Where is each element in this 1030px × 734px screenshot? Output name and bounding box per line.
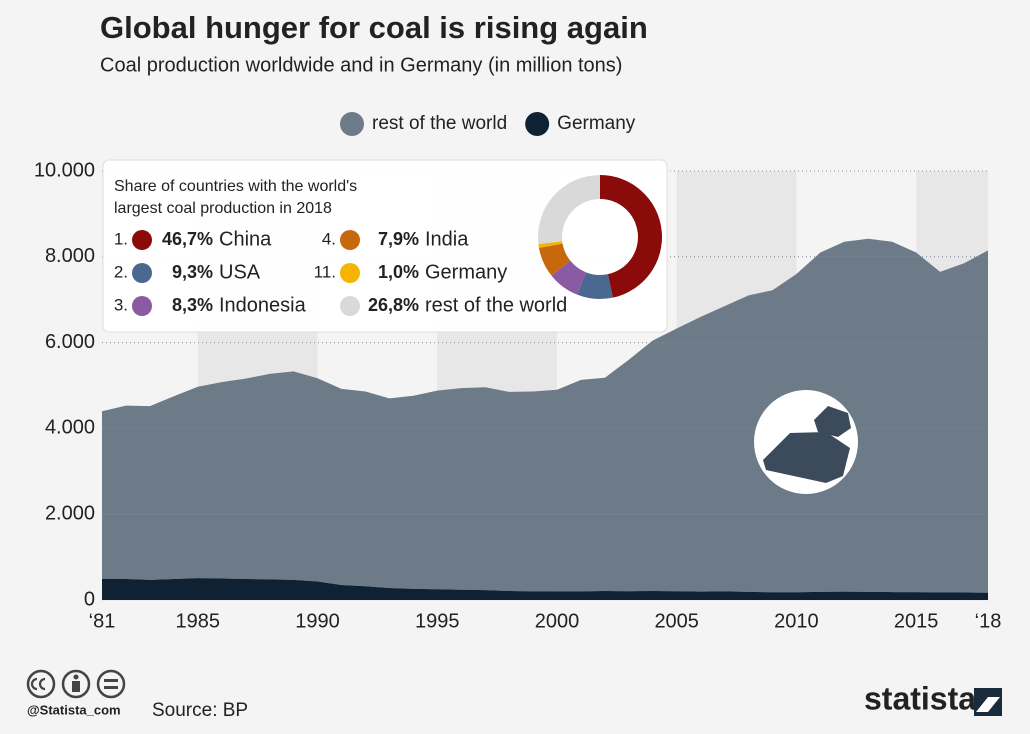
icon [104, 679, 118, 682]
chart-subtitle: Coal production worldwide and in Germany… [100, 54, 622, 76]
plot [102, 170, 988, 601]
rank: 3. [114, 295, 128, 314]
country-label: USA [219, 261, 261, 283]
inset-title: Share of countries with the world's [114, 178, 357, 195]
x-tick-label: 1990 [295, 610, 340, 632]
legend-swatch [340, 230, 360, 250]
brand: statista [864, 680, 976, 716]
x-tick-label: 1985 [176, 610, 221, 632]
icon [61, 669, 91, 699]
legend-swatch [340, 296, 360, 316]
country-label: Germany [425, 261, 507, 283]
x-tick-label: 2015 [894, 610, 939, 632]
legend-swatch [132, 263, 152, 283]
brand-logo [974, 688, 1002, 716]
x-tick-label: 2010 [774, 610, 819, 632]
globe-shape [814, 406, 851, 437]
icon [26, 669, 56, 699]
share-label: 26,8% [368, 295, 419, 315]
rank: 4. [322, 229, 336, 248]
icon [30, 677, 46, 691]
rank: 11. [314, 262, 336, 281]
y-tick-label: 10.000 [34, 159, 95, 181]
share-label: 46,7% [162, 229, 213, 249]
inset-box [102, 159, 668, 333]
inset-title: largest coal production in 2018 [114, 200, 332, 217]
icon [96, 669, 126, 699]
legend-swatch [340, 112, 364, 136]
share-label: 9,3% [172, 262, 213, 282]
chart-title: Global hunger for coal is rising again [100, 10, 648, 45]
country-label: rest of the world [425, 294, 567, 316]
legend: rest of the world Germany [340, 112, 636, 136]
icon [72, 681, 80, 692]
area [102, 238, 988, 593]
icon [104, 686, 118, 689]
country-label: China [219, 228, 272, 250]
logo-stripe [976, 697, 1000, 712]
license-icons [26, 669, 126, 699]
share-label: 1,0% [378, 262, 419, 282]
legend-label: rest of the world [372, 113, 507, 134]
donut-slice [538, 175, 600, 244]
globe-icon [754, 390, 858, 494]
inset: Share of countries with the world's larg… [102, 159, 668, 333]
donut-slice [538, 241, 563, 248]
legend-swatch [525, 112, 550, 136]
legend-label: Germany [557, 113, 636, 134]
donut-slice [600, 174, 662, 298]
x-tick-label: 2005 [654, 610, 699, 632]
y-tick-label: 4.000 [45, 417, 95, 439]
country-label: Indonesia [219, 294, 307, 316]
donut-slice [538, 243, 571, 276]
rank: 1. [114, 229, 128, 248]
share-label: 7,9% [378, 229, 419, 249]
rank: 2. [114, 262, 128, 281]
area [102, 578, 988, 600]
y-tick-label: 6.000 [45, 331, 95, 353]
share-label: 8,3% [172, 295, 213, 315]
x-tick-label: ‘18 [975, 610, 1002, 632]
y-tick-label: 2.000 [45, 502, 95, 524]
country-label: India [425, 228, 469, 250]
legend-swatch [340, 263, 360, 283]
y-tick-label: 0 [84, 588, 95, 610]
icon [73, 674, 79, 680]
source: Source: BP [152, 700, 248, 721]
legend-swatch [132, 230, 152, 250]
y-tick-label: 8.000 [45, 245, 95, 267]
x-tick-label: ‘81 [89, 610, 116, 632]
x-tick-label: 1995 [415, 610, 460, 632]
donut-slice [577, 272, 613, 299]
globe-shape [763, 432, 850, 483]
x-tick-label: 2000 [535, 610, 580, 632]
legend-swatch [132, 296, 152, 316]
credit: @Statista_com [27, 702, 121, 717]
donut-slice [551, 260, 587, 295]
